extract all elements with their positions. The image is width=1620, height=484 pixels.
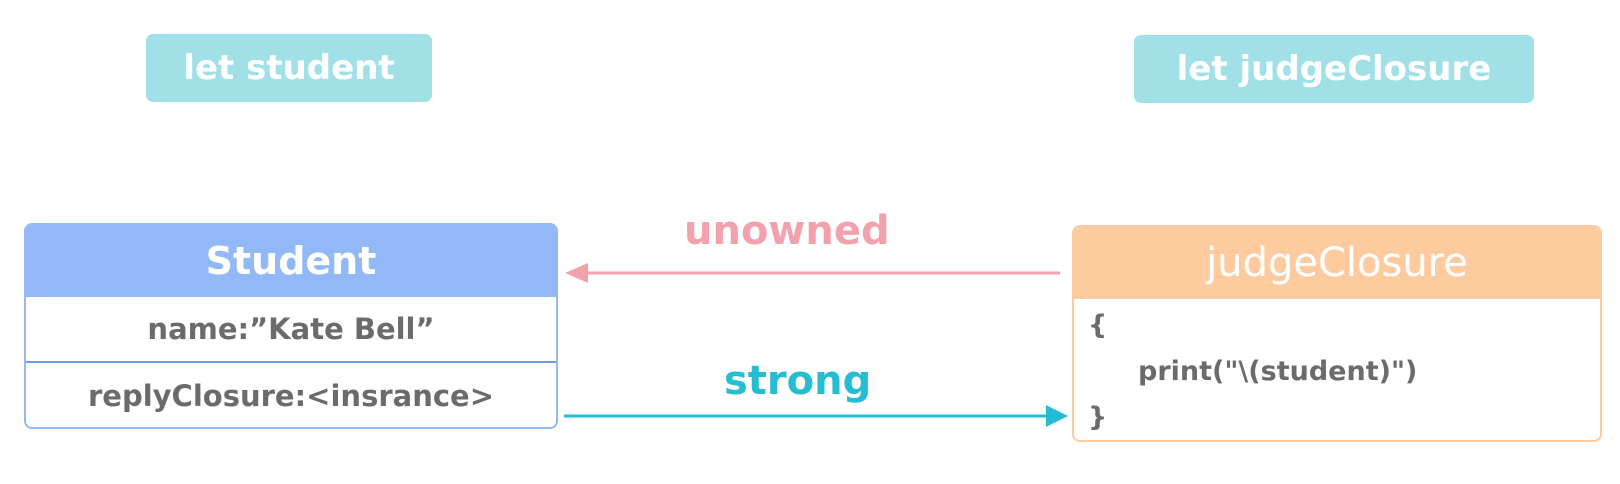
student-name-property: name:”Kate Bell”: [26, 297, 556, 363]
judge-closure-box: judgeClosure { print("\(student)") }: [1072, 225, 1602, 442]
student-box-title: Student: [26, 225, 556, 297]
strong-arrow-head: [1046, 405, 1068, 427]
strong-edge-label: strong: [724, 358, 872, 404]
judge-closure-box-title: judgeClosure: [1074, 227, 1600, 299]
variable-student-pill: let student: [146, 34, 432, 102]
code-close-brace: }: [1088, 402, 1108, 433]
unowned-edge-label: unowned: [684, 208, 890, 254]
judge-closure-code: { print("\(student)") }: [1074, 299, 1600, 440]
student-object-box: Student name:”Kate Bell” replyClosure:<i…: [24, 223, 558, 429]
code-print-statement: print("\(student)"): [1138, 356, 1418, 387]
variable-judge-closure-pill: let judgeClosure: [1134, 35, 1534, 103]
unowned-arrow-head: [565, 263, 588, 283]
student-reply-closure-property: replyClosure:<insrance>: [87, 379, 494, 413]
code-open-brace: {: [1088, 310, 1108, 341]
